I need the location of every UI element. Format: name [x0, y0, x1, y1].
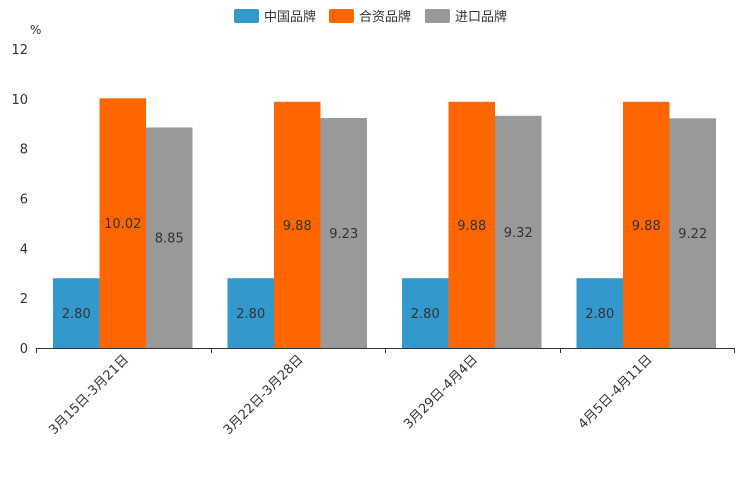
y-tick-label-5: 10 — [11, 93, 28, 108]
bar-2-3[interactable] — [669, 118, 717, 348]
bar-0-3[interactable] — [576, 278, 624, 348]
bar-0-1[interactable] — [227, 278, 275, 348]
y-axis: 0 2 4 6 8 10 12 — [11, 43, 28, 357]
x-axis: 3月15日-3月21日 3月22日-3月28日 3月29日-4月4日 4月5日-4月1… — [36, 348, 735, 438]
legend: 中国品牌 合资品牌 进口品牌 — [234, 9, 507, 25]
bar-value-label-2-0: 8.85 — [155, 232, 184, 247]
bar-value-label-0-2: 2.80 — [411, 307, 440, 322]
bar-2-2[interactable] — [495, 115, 542, 348]
bar-value-label-2-1: 9.23 — [329, 227, 358, 242]
legend-swatch-0[interactable] — [234, 9, 259, 23]
bar-0-2[interactable] — [402, 278, 449, 348]
y-tick-label-3: 6 — [20, 193, 28, 208]
bar-0-0[interactable] — [53, 278, 100, 348]
x-tick-label-2: 3月29日-4月4日 — [401, 352, 481, 432]
bar-value-label-1-0: 10.02 — [104, 217, 141, 232]
y-axis-label: % — [30, 23, 41, 37]
bar-1-0[interactable] — [99, 98, 147, 349]
bar-1-3[interactable] — [623, 101, 670, 348]
bar-2-1[interactable] — [320, 118, 368, 348]
y-tick-label-2: 4 — [20, 242, 28, 257]
bar-2-0[interactable] — [146, 127, 193, 348]
legend-swatch-1[interactable] — [329, 9, 354, 23]
legend-swatch-2[interactable] — [425, 9, 450, 23]
y-tick-label-0: 0 — [20, 342, 28, 357]
bar-value-label-0-0: 2.80 — [62, 307, 91, 322]
bar-1-2[interactable] — [448, 101, 496, 348]
bar-value-label-1-1: 9.88 — [283, 219, 312, 234]
x-tick-label-0: 3月15日-3月21日 — [46, 352, 132, 438]
bar-value-label-0-1: 2.80 — [236, 307, 265, 322]
legend-label-2[interactable]: 进口品牌 — [455, 9, 507, 25]
bars: 2.80 10.02 8.85 2.80 9.88 9.23 2.80 9.88 9.32 2.8… — [53, 98, 717, 349]
y-tick-label-4: 8 — [20, 143, 28, 158]
x-tick-label-3: 4月5日-4月11日 — [576, 352, 656, 432]
legend-label-0[interactable]: 中国品牌 — [264, 9, 316, 25]
bar-value-label-1-3: 9.88 — [632, 219, 661, 234]
bar-value-label-2-3: 9.22 — [678, 227, 707, 242]
y-tick-label-1: 2 — [20, 292, 28, 307]
y-tick-label-6: 12 — [11, 43, 28, 58]
x-tick-label-1: 3月22日-3月28日 — [221, 352, 307, 438]
legend-label-1[interactable]: 合资品牌 — [359, 9, 411, 25]
bar-value-label-1-2: 9.88 — [457, 219, 486, 234]
bar-value-label-0-3: 2.80 — [585, 307, 614, 322]
bar-1-1[interactable] — [274, 101, 321, 348]
bar-value-label-2-2: 9.32 — [504, 226, 533, 241]
